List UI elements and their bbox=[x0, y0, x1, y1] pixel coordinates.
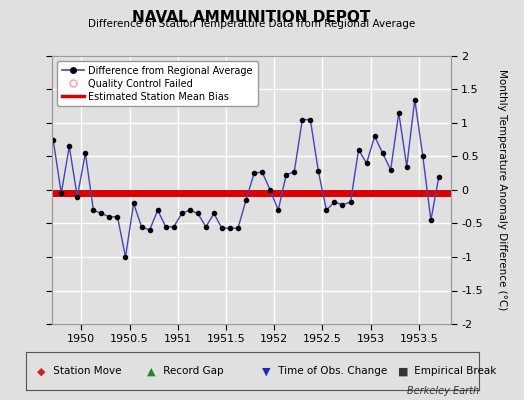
Point bbox=[354, 146, 363, 153]
Y-axis label: Monthly Temperature Anomaly Difference (°C): Monthly Temperature Anomaly Difference (… bbox=[497, 69, 507, 311]
Point bbox=[105, 214, 114, 220]
Point bbox=[129, 200, 138, 206]
Point bbox=[65, 143, 73, 150]
Point bbox=[234, 225, 242, 231]
Point bbox=[57, 190, 66, 196]
Point bbox=[250, 170, 258, 176]
Point bbox=[113, 214, 122, 220]
Point bbox=[258, 169, 266, 175]
Point bbox=[346, 199, 355, 205]
Point bbox=[121, 254, 129, 260]
Point bbox=[378, 150, 387, 156]
Text: NAVAL AMMUNITION DEPOT: NAVAL AMMUNITION DEPOT bbox=[133, 10, 370, 25]
Point bbox=[169, 224, 178, 230]
Point bbox=[210, 210, 218, 217]
Text: Difference of Station Temperature Data from Regional Average: Difference of Station Temperature Data f… bbox=[88, 19, 415, 29]
Point bbox=[81, 150, 90, 156]
Point bbox=[137, 224, 146, 230]
Point bbox=[330, 199, 339, 205]
Point bbox=[290, 169, 299, 175]
Point bbox=[49, 136, 57, 143]
Point bbox=[322, 207, 331, 213]
Point bbox=[274, 207, 282, 213]
Text: ▲: ▲ bbox=[147, 366, 155, 376]
Text: ■: ■ bbox=[398, 366, 409, 376]
Point bbox=[387, 167, 395, 173]
Point bbox=[266, 187, 275, 193]
Point bbox=[218, 225, 226, 231]
Text: Berkeley Earth: Berkeley Earth bbox=[407, 386, 479, 396]
Point bbox=[161, 224, 170, 230]
Point bbox=[202, 224, 210, 230]
Text: ◆: ◆ bbox=[37, 366, 45, 376]
Legend: Difference from Regional Average, Quality Control Failed, Estimated Station Mean: Difference from Regional Average, Qualit… bbox=[57, 61, 258, 106]
Text: ▼: ▼ bbox=[262, 366, 270, 376]
Point bbox=[185, 207, 194, 213]
Text: Time of Obs. Change: Time of Obs. Change bbox=[275, 366, 387, 376]
Point bbox=[97, 210, 105, 217]
Point bbox=[411, 96, 419, 103]
Point bbox=[402, 163, 411, 170]
Point bbox=[306, 116, 314, 123]
Point bbox=[178, 210, 186, 217]
Point bbox=[298, 116, 307, 123]
Point bbox=[242, 197, 250, 203]
Point bbox=[73, 194, 81, 200]
Point bbox=[395, 110, 403, 116]
Point bbox=[89, 207, 97, 213]
Point bbox=[145, 227, 154, 233]
Text: Record Gap: Record Gap bbox=[160, 366, 223, 376]
Point bbox=[226, 225, 234, 231]
Point bbox=[427, 217, 435, 223]
Point bbox=[370, 133, 379, 140]
Point bbox=[194, 210, 202, 217]
Point bbox=[419, 153, 427, 160]
Point bbox=[314, 168, 323, 174]
Point bbox=[339, 202, 347, 208]
Point bbox=[363, 160, 371, 166]
Text: Station Move: Station Move bbox=[50, 366, 121, 376]
Point bbox=[435, 173, 443, 180]
Text: Empirical Break: Empirical Break bbox=[411, 366, 497, 376]
Point bbox=[154, 207, 162, 213]
Point bbox=[282, 171, 290, 178]
